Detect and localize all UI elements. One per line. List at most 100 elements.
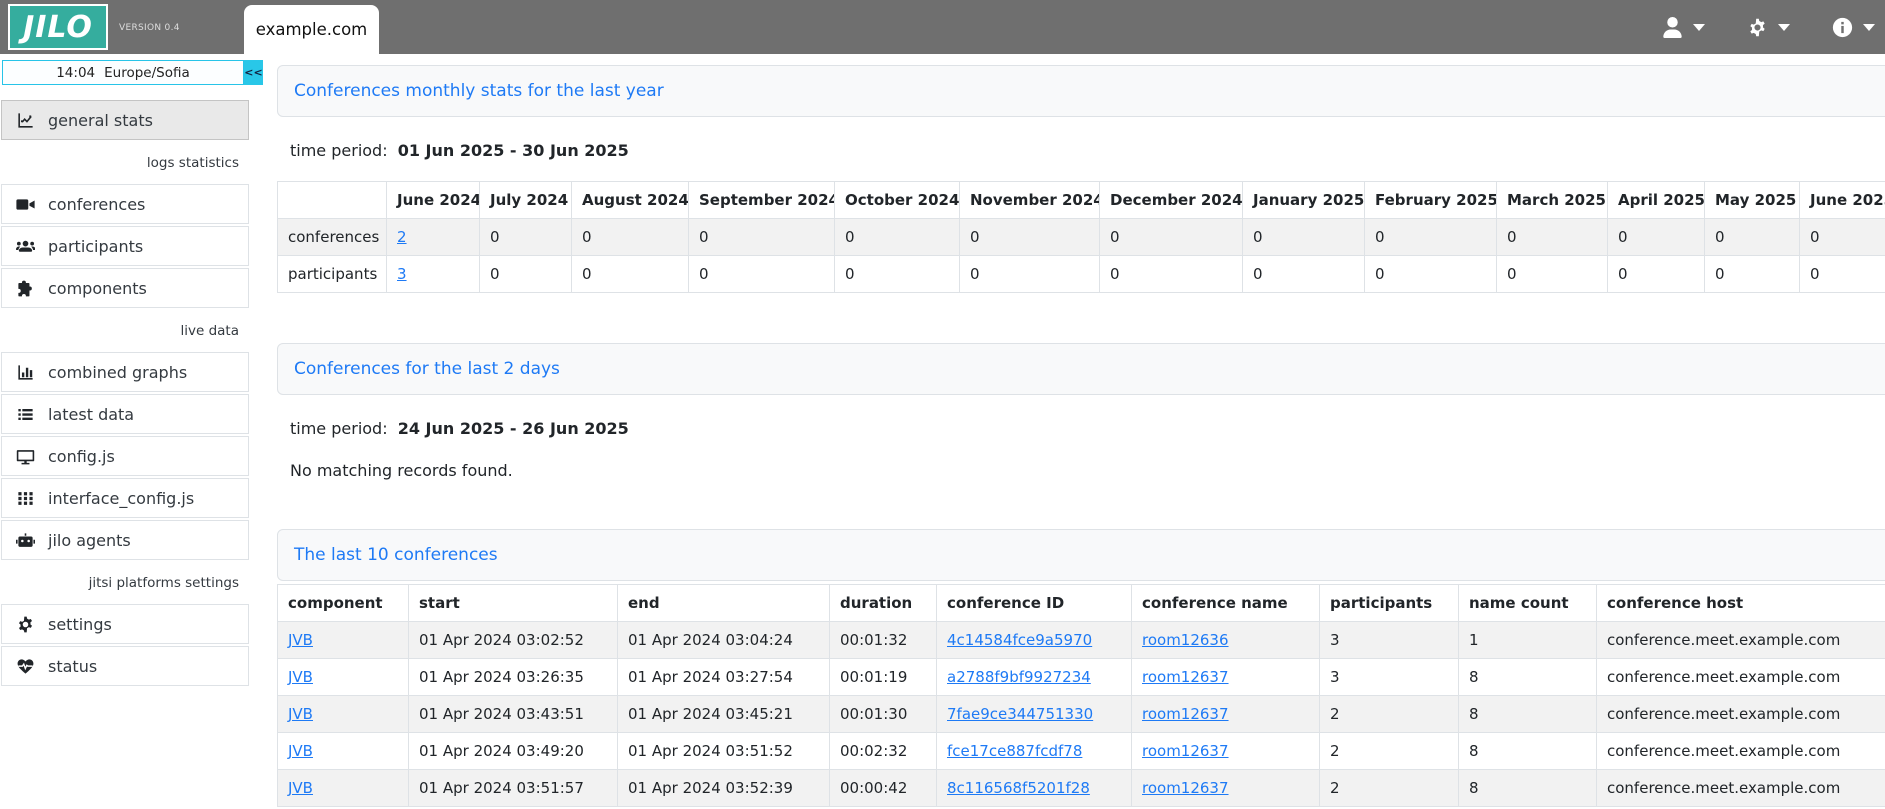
table-cell: 0: [571, 255, 689, 293]
clock-display: 14:04 Europe/Sofia: [2, 60, 244, 85]
table-cell: conference.meet.example.com: [1596, 621, 1885, 659]
table-cell: room12636: [1131, 621, 1320, 659]
chevron-down-icon: [1778, 23, 1790, 31]
table-row: JVB 01 Apr 2024 03:49:20 01 Apr 2024 03:51…: [277, 732, 1885, 770]
sidebar-item-label: settings: [48, 614, 112, 634]
table-cell: JVB: [277, 732, 409, 770]
table-cell: room12637: [1131, 658, 1320, 696]
last-2-days-time-period: time period: 24 Jun 2025 - 26 Jun 2025: [290, 419, 1885, 438]
monitor-icon: [15, 446, 35, 466]
table-cell: 0: [1099, 255, 1243, 293]
month-value-link[interactable]: 2: [397, 228, 407, 246]
sidebar-item-settings[interactable]: settings: [1, 604, 249, 644]
sidebar-item-label: conferences: [48, 194, 146, 214]
table-cell: 0: [1799, 218, 1885, 256]
table-cell: a2788f9bf9927234: [936, 658, 1132, 696]
component-link[interactable]: JVB: [288, 668, 313, 686]
table-cell: conference.meet.example.com: [1596, 769, 1885, 807]
sidebar-item-label: components: [48, 278, 147, 298]
column-header: conference ID: [936, 584, 1132, 622]
table-cell: room12637: [1131, 769, 1320, 807]
table-row: participants 3 0 0 0 0 0 0 0 0 0 0 0 0: [277, 255, 1885, 293]
time-period-label: time period:: [290, 419, 388, 438]
table-cell: 0: [834, 255, 960, 293]
table-cell: 0: [959, 255, 1100, 293]
heart-pulse-icon: [15, 656, 35, 676]
column-header: conference name: [1131, 584, 1320, 622]
table-cell: 00:01:19: [829, 658, 937, 696]
table-cell: conference.meet.example.com: [1596, 658, 1885, 696]
sidebar-item-latest-data[interactable]: latest data: [1, 394, 249, 434]
sidebar-item-config-js[interactable]: config.js: [1, 436, 249, 476]
table-cell: 0: [479, 218, 572, 256]
table-cell: 0: [1364, 218, 1497, 256]
clock-timezone: Europe/Sofia: [104, 64, 190, 81]
column-header: May 2025: [1704, 181, 1800, 219]
settings-menu-toggle[interactable]: [1747, 17, 1790, 38]
sidebar-item-combined-graphs[interactable]: combined graphs: [1, 352, 249, 392]
table-cell: 01 Apr 2024 03:02:52: [408, 621, 618, 659]
conference-name-link[interactable]: room12637: [1142, 779, 1229, 797]
conference-name-link[interactable]: room12636: [1142, 631, 1229, 649]
chevron-down-icon: [1863, 23, 1875, 31]
component-link[interactable]: JVB: [288, 705, 313, 723]
table-header-row: June 2024 July 2024 August 2024 September 2…: [277, 181, 1885, 219]
chart-line-icon: [15, 110, 35, 130]
table-cell: 0: [1799, 255, 1885, 293]
column-header: August 2024: [571, 181, 689, 219]
table-cell: 01 Apr 2024 03:04:24: [617, 621, 830, 659]
table-cell: 0: [1242, 255, 1365, 293]
sidebar-item-label: combined graphs: [48, 362, 188, 382]
sidebar-item-jilo-agents[interactable]: jilo agents: [1, 520, 249, 560]
table-cell: 0: [1704, 218, 1800, 256]
table-cell: 3: [386, 255, 480, 293]
month-value-link[interactable]: 3: [397, 265, 407, 283]
table-cell: 0: [1607, 218, 1705, 256]
column-header: September 2024: [688, 181, 835, 219]
monthly-time-period: time period: 01 Jun 2025 - 30 Jun 2025: [290, 141, 1885, 160]
info-menu-toggle[interactable]: [1832, 17, 1875, 38]
conference-name-link[interactable]: room12637: [1142, 705, 1229, 723]
table-cell: 0: [1496, 255, 1608, 293]
table-cell: 2: [1319, 695, 1459, 733]
sidebar-item-participants[interactable]: participants: [1, 226, 249, 266]
sidebar-item-status[interactable]: status: [1, 646, 249, 686]
table-cell: 0: [1704, 255, 1800, 293]
jilo-logo[interactable]: JILO: [8, 4, 108, 50]
table-cell: JVB: [277, 621, 409, 659]
table-cell: 0: [1607, 255, 1705, 293]
tab-platform[interactable]: example.com: [244, 5, 379, 54]
sidebar-item-conferences[interactable]: conferences: [1, 184, 249, 224]
sidebar-item-label: general stats: [48, 110, 153, 130]
conference-name-link[interactable]: room12637: [1142, 742, 1229, 760]
table-cell: 0: [1364, 255, 1497, 293]
component-link[interactable]: JVB: [288, 742, 313, 760]
gear-icon: [15, 614, 35, 634]
conference-id-link[interactable]: 7fae9ce344751330: [947, 705, 1094, 723]
table-cell: 8: [1458, 732, 1597, 770]
table-cell: 2: [386, 218, 480, 256]
user-menu-toggle[interactable]: [1662, 16, 1705, 38]
table-cell: room12637: [1131, 732, 1320, 770]
tab-label: example.com: [255, 20, 368, 39]
table-cell: 0: [688, 255, 835, 293]
conference-name-link[interactable]: room12637: [1142, 668, 1229, 686]
conference-id-link[interactable]: 4c14584fce9a5970: [947, 631, 1093, 649]
table-cell: fce17ce887fcdf78: [936, 732, 1132, 770]
table-cell: 4c14584fce9a5970: [936, 621, 1132, 659]
table-cell: JVB: [277, 658, 409, 696]
sidebar-item-interface-config-js[interactable]: interface_config.js: [1, 478, 249, 518]
component-link[interactable]: JVB: [288, 631, 313, 649]
table-cell: 3: [1319, 621, 1459, 659]
last-2-days-title: Conferences for the last 2 days: [294, 359, 560, 379]
table-row: JVB 01 Apr 2024 03:51:57 01 Apr 2024 03:52…: [277, 769, 1885, 807]
component-link[interactable]: JVB: [288, 779, 313, 797]
column-header: February 2025: [1364, 181, 1497, 219]
sidebar-item-components[interactable]: components: [1, 268, 249, 308]
conference-id-link[interactable]: 8c116568f5201f28: [947, 779, 1090, 797]
conference-id-link[interactable]: fce17ce887fcdf78: [947, 742, 1083, 760]
sidebar-collapse-button[interactable]: <<: [244, 60, 263, 85]
sidebar-item-general-stats[interactable]: general stats: [1, 100, 249, 140]
conference-id-link[interactable]: a2788f9bf9927234: [947, 668, 1091, 686]
table-row: JVB 01 Apr 2024 03:02:52 01 Apr 2024 03:04…: [277, 621, 1885, 659]
